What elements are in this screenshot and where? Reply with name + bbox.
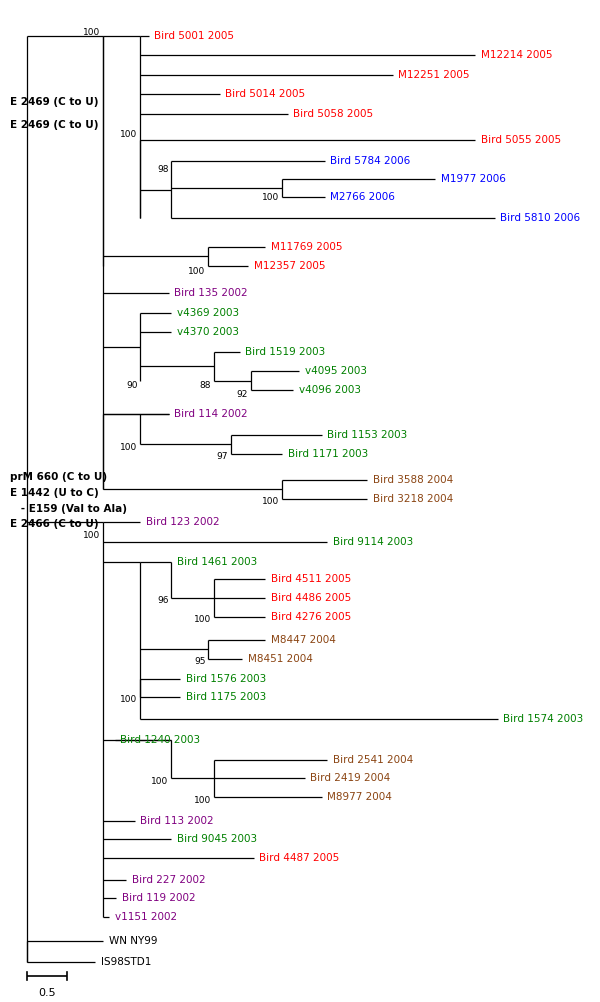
Text: v1151 2002: v1151 2002 [115, 912, 177, 922]
Text: Bird 4511 2005: Bird 4511 2005 [271, 574, 351, 584]
Text: Bird 227 2002: Bird 227 2002 [132, 875, 205, 885]
Text: E 2469 (C to U): E 2469 (C to U) [10, 120, 98, 130]
Text: 100: 100 [188, 267, 206, 276]
Text: 97: 97 [217, 452, 228, 461]
Text: Bird 5784 2006: Bird 5784 2006 [331, 156, 410, 166]
Text: 90: 90 [126, 381, 137, 390]
Text: 0.5: 0.5 [38, 988, 56, 998]
Text: 92: 92 [236, 390, 248, 399]
Text: Bird 135 2002: Bird 135 2002 [175, 288, 248, 298]
Text: Bird 1574 2003: Bird 1574 2003 [503, 713, 584, 723]
Text: v4369 2003: v4369 2003 [177, 309, 239, 319]
Text: Bird 114 2002: Bird 114 2002 [175, 410, 248, 420]
Text: Bird 3588 2004: Bird 3588 2004 [373, 475, 453, 485]
Text: Bird 5055 2005: Bird 5055 2005 [481, 134, 561, 144]
Text: Bird 123 2002: Bird 123 2002 [146, 517, 220, 527]
Text: Bird 1461 2003: Bird 1461 2003 [177, 556, 257, 566]
Text: M1977 2006: M1977 2006 [441, 174, 506, 183]
Text: 96: 96 [157, 596, 169, 605]
Text: M2766 2006: M2766 2006 [331, 191, 395, 201]
Text: WN NY99: WN NY99 [109, 936, 158, 946]
Text: M8447 2004: M8447 2004 [271, 635, 335, 645]
Text: E 2466 (C to U): E 2466 (C to U) [10, 519, 98, 529]
Text: M12251 2005: M12251 2005 [398, 70, 470, 80]
Text: Bird 2419 2004: Bird 2419 2004 [310, 774, 391, 784]
Text: Bird 1175 2003: Bird 1175 2003 [185, 692, 266, 702]
Text: Bird 4276 2005: Bird 4276 2005 [271, 611, 351, 621]
Text: 100: 100 [120, 695, 137, 704]
Text: Bird 119 2002: Bird 119 2002 [122, 893, 196, 903]
Text: Bird 4486 2005: Bird 4486 2005 [271, 593, 351, 603]
Text: 100: 100 [194, 615, 211, 624]
Text: Bird 5058 2005: Bird 5058 2005 [293, 109, 374, 119]
Text: M11769 2005: M11769 2005 [271, 241, 342, 252]
Text: 88: 88 [200, 381, 211, 390]
Text: Bird 2541 2004: Bird 2541 2004 [333, 755, 413, 765]
Text: Bird 1240 2003: Bird 1240 2003 [121, 735, 200, 745]
Text: 100: 100 [120, 443, 137, 452]
Text: Bird 113 2002: Bird 113 2002 [140, 816, 214, 826]
Text: E 1442 (U to C): E 1442 (U to C) [10, 488, 98, 498]
Text: 100: 100 [120, 130, 137, 139]
Text: 100: 100 [151, 777, 169, 786]
Text: E 2469 (C to U): E 2469 (C to U) [10, 97, 98, 107]
Text: Bird 9114 2003: Bird 9114 2003 [333, 537, 413, 547]
Text: Bird 9045 2003: Bird 9045 2003 [177, 835, 257, 845]
Text: Bird 4487 2005: Bird 4487 2005 [259, 853, 340, 863]
Text: 100: 100 [83, 531, 101, 540]
Text: IS98STD1: IS98STD1 [101, 957, 151, 967]
Text: Bird 1153 2003: Bird 1153 2003 [328, 430, 408, 440]
Text: v4370 2003: v4370 2003 [177, 327, 239, 337]
Text: M8451 2004: M8451 2004 [248, 653, 313, 663]
Text: Bird 1519 2003: Bird 1519 2003 [245, 347, 325, 357]
Text: 100: 100 [83, 28, 101, 37]
Text: 95: 95 [194, 657, 206, 666]
Text: 98: 98 [157, 164, 169, 173]
Text: Bird 5001 2005: Bird 5001 2005 [154, 31, 235, 40]
Text: v4095 2003: v4095 2003 [305, 366, 367, 376]
Text: M12214 2005: M12214 2005 [481, 50, 552, 60]
Text: Bird 1576 2003: Bird 1576 2003 [185, 674, 266, 684]
Text: Bird 3218 2004: Bird 3218 2004 [373, 494, 453, 504]
Text: v4096 2003: v4096 2003 [299, 385, 361, 395]
Text: M12357 2005: M12357 2005 [254, 262, 325, 272]
Text: 100: 100 [262, 497, 279, 506]
Text: - E159 (Val to Ala): - E159 (Val to Ala) [10, 504, 127, 514]
Text: M8977 2004: M8977 2004 [328, 793, 392, 802]
Text: prM 660 (C to U): prM 660 (C to U) [10, 472, 107, 482]
Text: Bird 1171 2003: Bird 1171 2003 [288, 449, 368, 459]
Text: Bird 5014 2005: Bird 5014 2005 [226, 89, 305, 99]
Text: 100: 100 [194, 796, 211, 805]
Text: Bird 5810 2006: Bird 5810 2006 [500, 213, 581, 223]
Text: 100: 100 [262, 193, 279, 202]
